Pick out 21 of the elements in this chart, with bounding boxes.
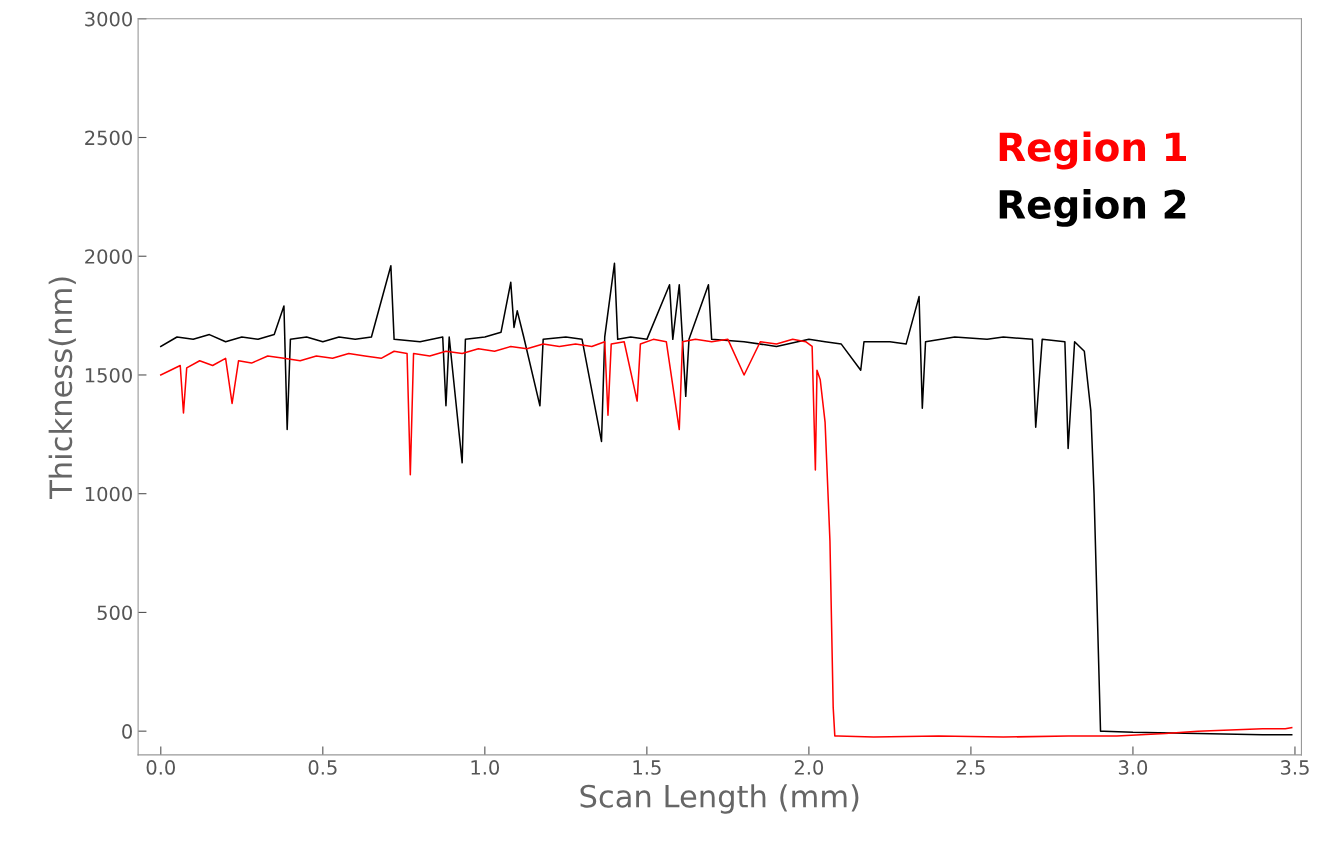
y-tick-label: 1000 (85, 486, 132, 502)
y-tick-label: 3000 (85, 11, 132, 27)
x-axis-title: Scan Length (mm) (580, 784, 859, 814)
y-tick-label: 2000 (85, 249, 132, 264)
x-tick-label: 2.0 (794, 760, 824, 775)
x-tick-label: 1.5 (633, 760, 661, 775)
y-tick-label: 0 (122, 724, 132, 739)
y-tick-label: 2500 (85, 130, 132, 146)
x-tick-label: 3.0 (1118, 760, 1148, 775)
line-series (160, 338, 1293, 738)
y-tick-label: 500 (97, 605, 132, 621)
y-tick-label: 1500 (85, 367, 132, 383)
x-tick-label: 0.5 (308, 760, 337, 775)
text: Region 1 (999, 131, 1186, 170)
line-series (160, 262, 1293, 736)
text: Region 2 (999, 188, 1186, 227)
x-tick-label: 1.0 (471, 760, 500, 775)
x-tick-label: 0.0 (146, 760, 175, 775)
y-axis-title: Thickness(nm) (48, 277, 76, 499)
x-tick-label: 2.5 (956, 760, 985, 775)
x-tick-label: 3.5 (1280, 760, 1309, 775)
